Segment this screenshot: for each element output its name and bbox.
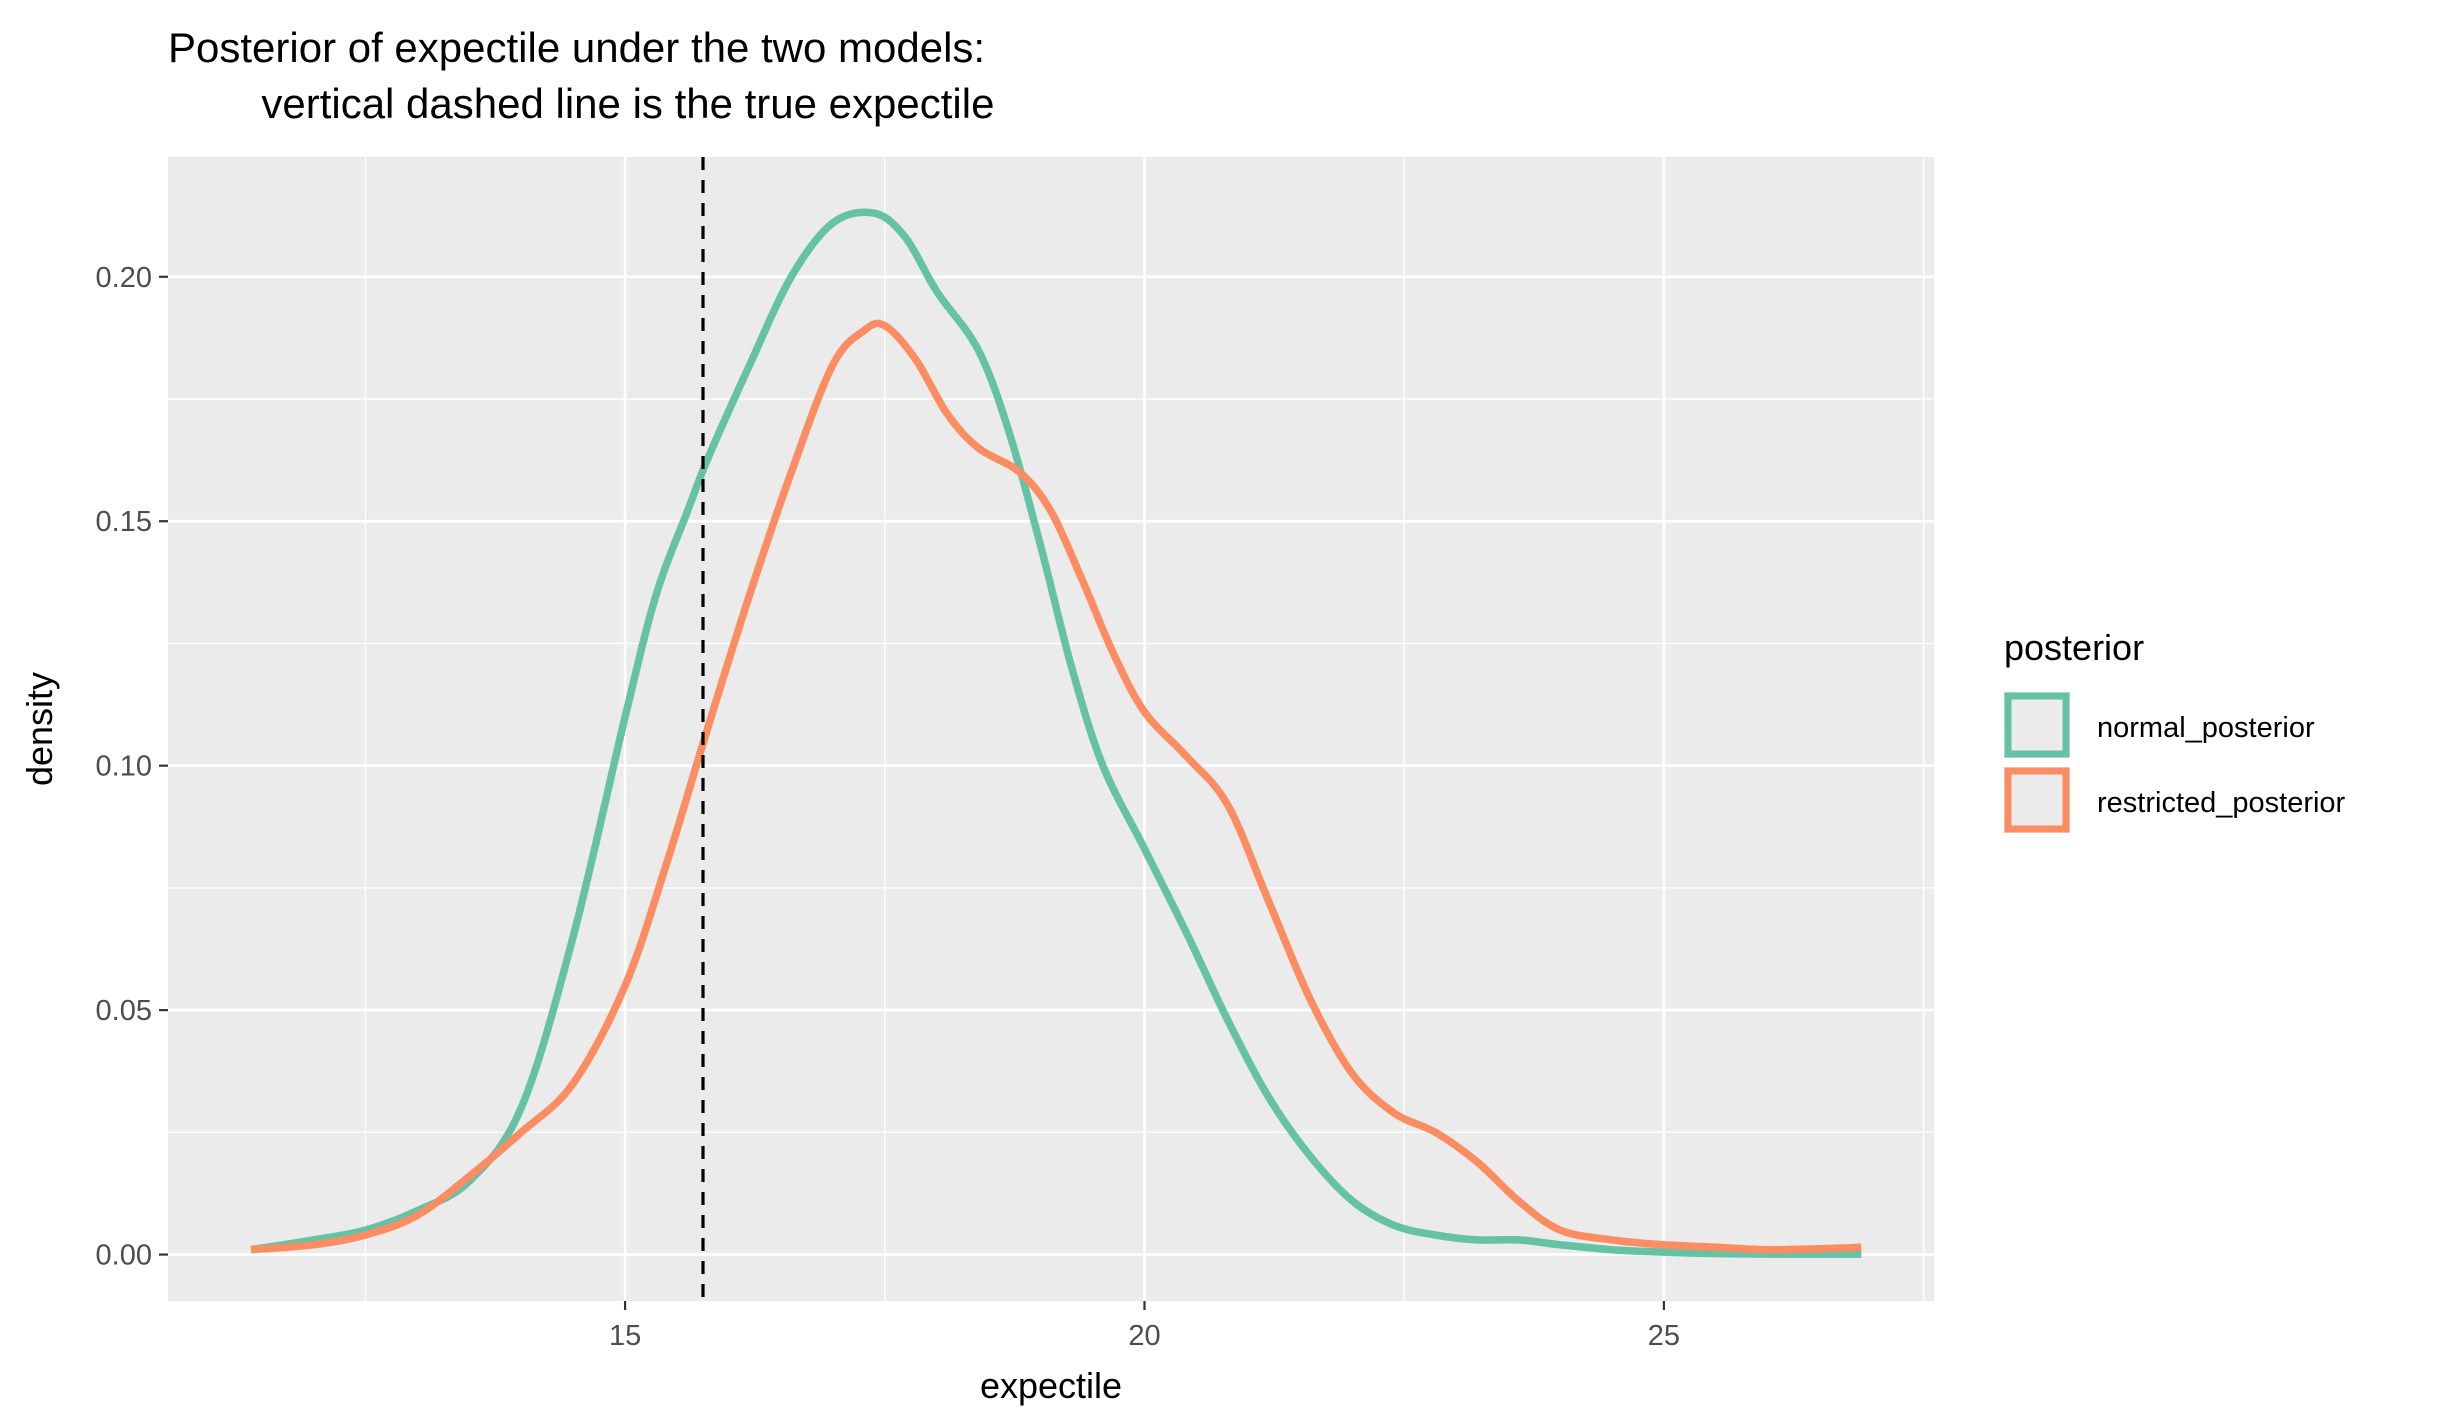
x-tick-label: 25 [1648, 1320, 1680, 1352]
legend-key-restricted_posterior [2004, 767, 2070, 833]
y-tick-label: 0.15 [96, 506, 152, 538]
y-tick-label: 0.00 [96, 1240, 152, 1272]
y-tick-label: 0.10 [96, 751, 152, 783]
y-tick-label: 0.20 [96, 262, 152, 294]
x-tick-label: 15 [609, 1320, 641, 1352]
x-tick-label: 20 [1128, 1320, 1160, 1352]
legend-label-restricted_posterior: restricted_posterior [2097, 787, 2346, 819]
chart-title-line-2: vertical dashed line is the true expecti… [168, 80, 994, 127]
y-axis-title: density [19, 672, 60, 786]
legend-title: posterior [2004, 627, 2144, 668]
legend-key-normal_posterior [2004, 692, 2070, 758]
x-axis-title: expectile [980, 1365, 1122, 1406]
legend-items: normal_posterior restricted_posterior [2004, 692, 2346, 833]
legend-label-normal_posterior: normal_posterior [2097, 712, 2315, 744]
legend: posterior normal_posterior restricted_pos… [2004, 627, 2346, 833]
plot-panel [168, 157, 1934, 1301]
chart-title-line-1: Posterior of expectile under the two mod… [168, 24, 985, 71]
y-tick-label: 0.05 [96, 995, 152, 1027]
